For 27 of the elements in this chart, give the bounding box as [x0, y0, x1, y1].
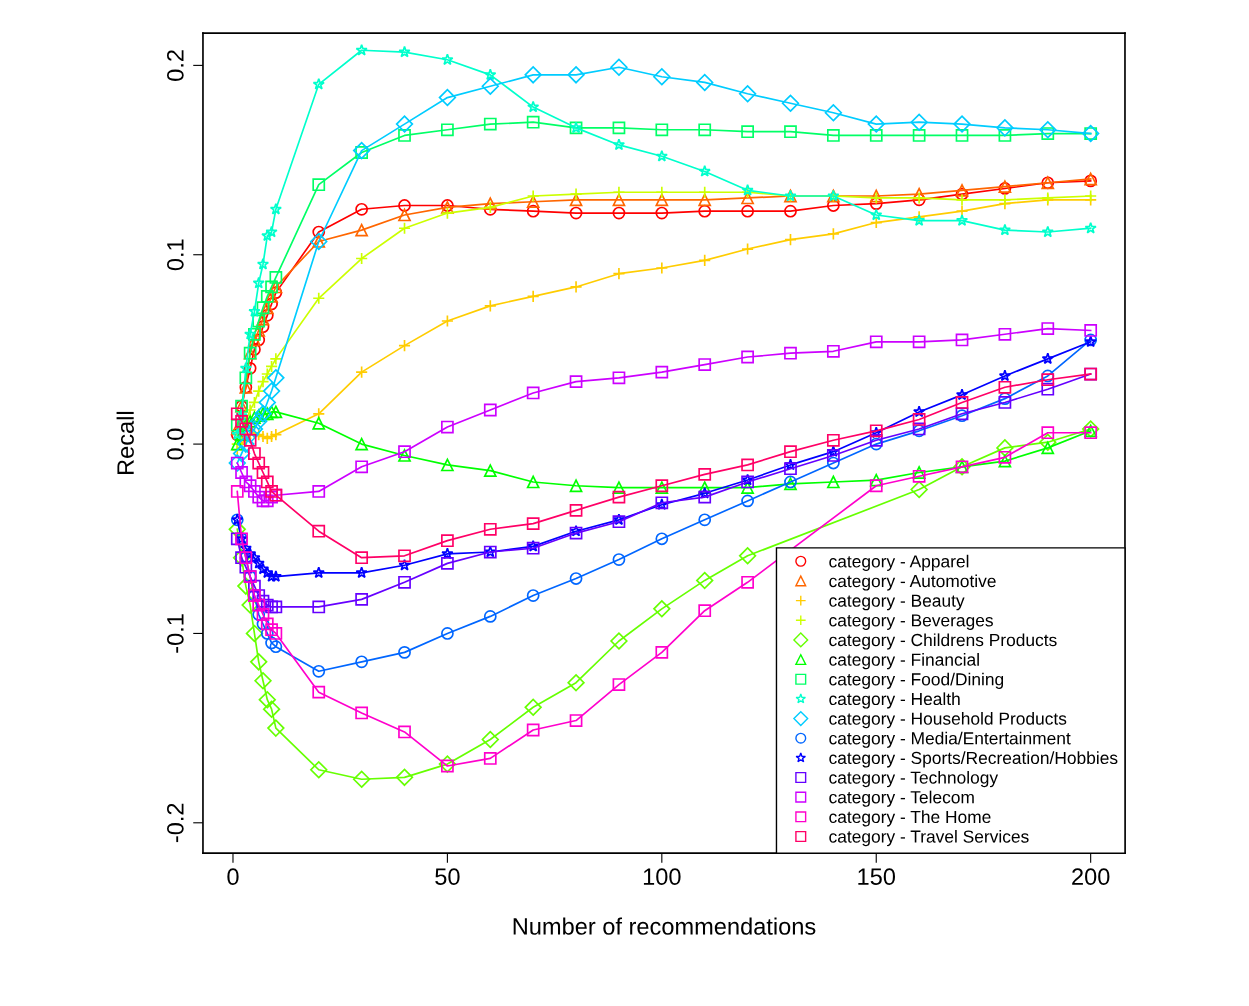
- x-tick-label: 0: [227, 868, 239, 886]
- y-tick-label: -0.2: [166, 803, 184, 843]
- legend-label: category - Sports/Recreation/Hobbies: [829, 751, 1118, 768]
- legend-label: category - The Home: [829, 810, 991, 827]
- x-tick-label: 150: [858, 868, 896, 886]
- legend-label: category - Technology: [829, 770, 999, 788]
- y-tick-label: 0.2: [166, 50, 184, 81]
- legend-label: category - Beverages: [829, 614, 993, 630]
- y-tick-label: -0.1: [166, 614, 184, 653]
- x-tick-label: 100: [643, 868, 681, 886]
- legend-label: category - Travel Services: [829, 829, 1029, 847]
- x-tick-label: 50: [435, 868, 460, 886]
- x-axis-title: Number of recommendations: [513, 917, 816, 935]
- legend-label: category - Childrens Products: [829, 633, 1057, 650]
- legend-label: category - Health: [829, 692, 960, 709]
- legend-label: category - Telecom: [829, 790, 974, 807]
- legend-label: category - Media/Entertainment: [829, 731, 1071, 748]
- x-tick-label: 200: [1072, 868, 1110, 886]
- legend-label: category - Apparel: [829, 554, 969, 571]
- legend-label: category - Automotive: [829, 574, 996, 591]
- legend-label: category - Financial: [829, 653, 979, 670]
- y-axis-title: Recall: [116, 411, 134, 475]
- legend-label: category - Beauty: [829, 594, 965, 611]
- y-tick-label: 0.1: [166, 239, 184, 271]
- legend-label: category - Household Products: [829, 712, 1067, 729]
- y-tick-label: 0.0: [166, 428, 184, 460]
- legend-label: category - Food/Dining: [829, 672, 1004, 689]
